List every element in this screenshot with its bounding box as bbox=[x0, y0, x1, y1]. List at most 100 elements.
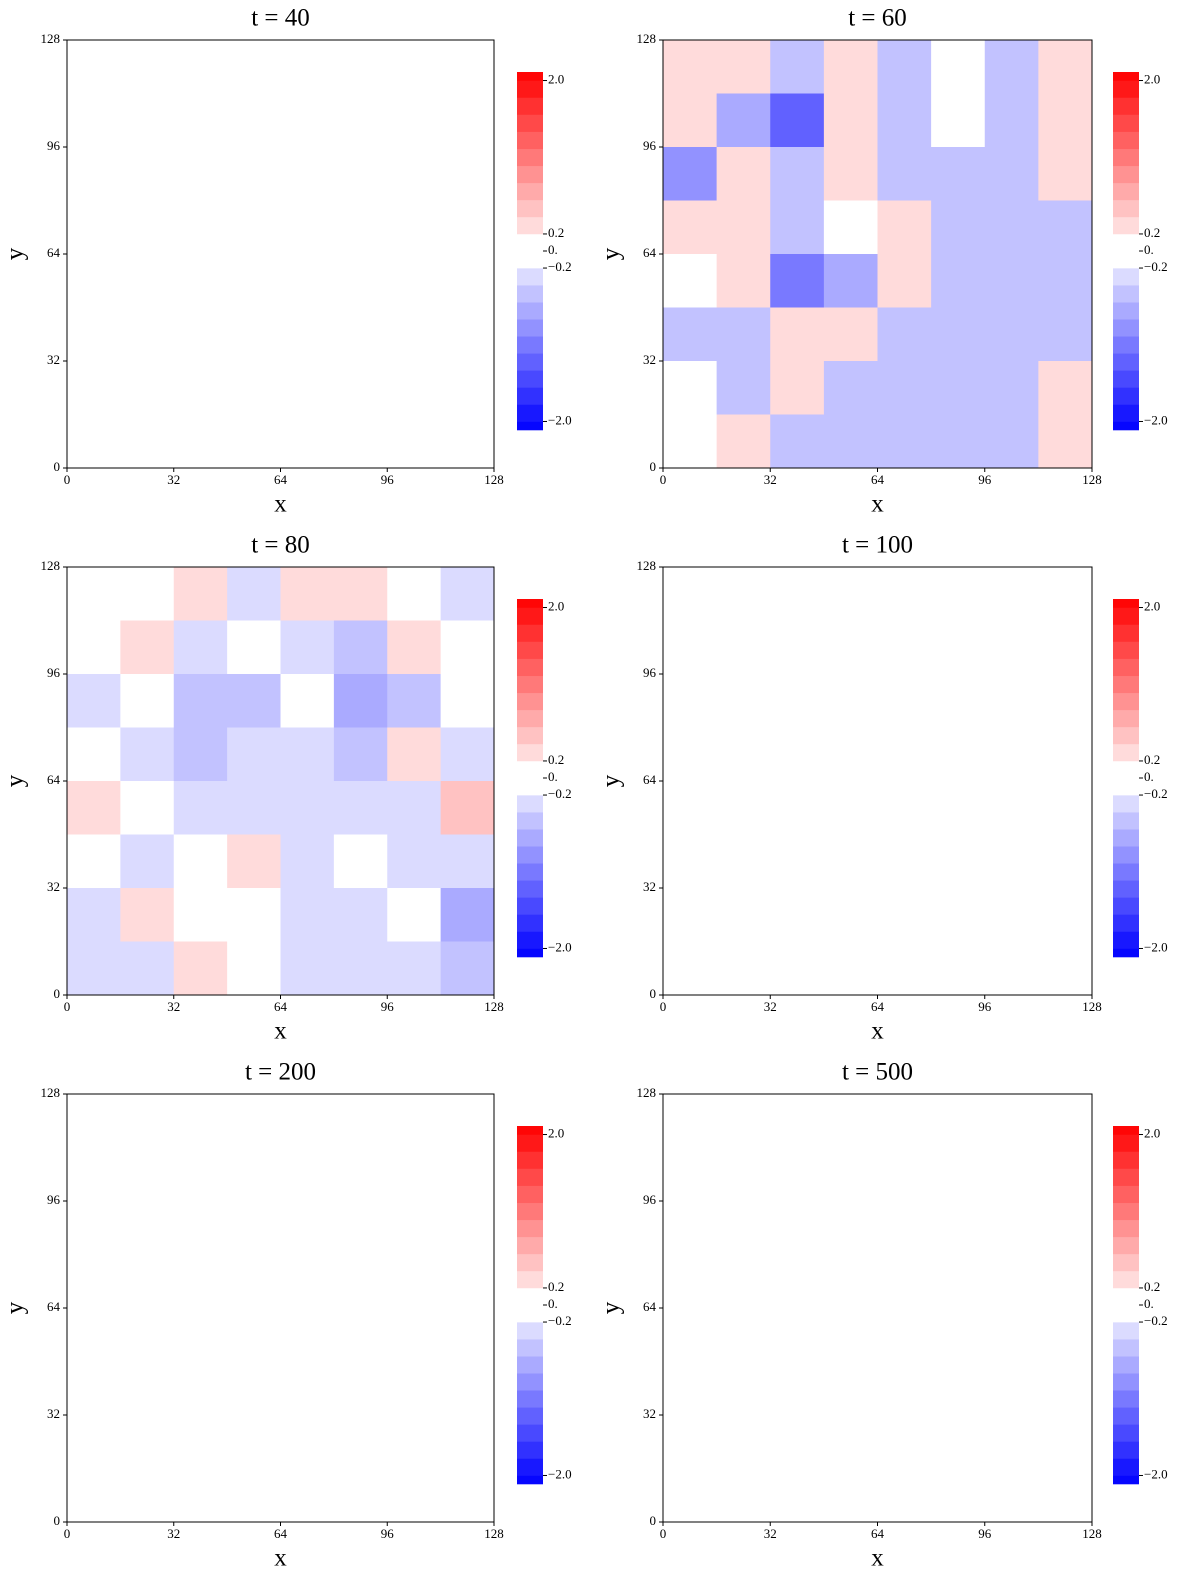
y-axis-label: y bbox=[2, 1301, 29, 1314]
colorbar-band bbox=[517, 97, 543, 115]
x-tick-label: 96 bbox=[978, 1526, 992, 1541]
heatmap-cell bbox=[333, 781, 388, 835]
heatmap-cell bbox=[770, 254, 825, 308]
heatmap-cell bbox=[387, 834, 442, 889]
colorbar-band bbox=[517, 1441, 543, 1459]
x-axis-label: x bbox=[274, 491, 287, 518]
colorbar-tick-label: 0.2 bbox=[1144, 752, 1160, 767]
colorbar-band bbox=[517, 624, 543, 642]
colorbar-band bbox=[517, 1287, 543, 1323]
heatmap-cell bbox=[387, 888, 442, 942]
y-tick-label: 32 bbox=[643, 352, 656, 367]
heatmap-cell bbox=[1038, 40, 1093, 94]
colorbar-band bbox=[517, 914, 543, 932]
colorbar-band bbox=[517, 1126, 543, 1135]
colorbar-band bbox=[517, 726, 543, 745]
panel-title: t = 40 bbox=[251, 5, 310, 32]
colorbar-band bbox=[517, 182, 543, 201]
heatmap-cell bbox=[120, 781, 175, 835]
heatmap-cell bbox=[333, 727, 388, 782]
colorbar-tick-label: −2.0 bbox=[1144, 939, 1168, 954]
heatmap-cell bbox=[120, 674, 175, 728]
x-axis-label: x bbox=[871, 491, 884, 518]
colorbar-band bbox=[517, 1236, 543, 1255]
colorbar-band bbox=[517, 1168, 543, 1186]
heatmap-cell bbox=[663, 361, 718, 415]
heatmap-cell bbox=[333, 888, 388, 942]
colorbar-band bbox=[517, 1134, 543, 1152]
colorbar-band bbox=[517, 948, 543, 958]
colorbar-band bbox=[517, 931, 543, 949]
heatmap-cell bbox=[931, 147, 986, 201]
heatmap-cell bbox=[67, 834, 121, 889]
colorbar-band bbox=[1113, 914, 1139, 932]
colorbar-band bbox=[1113, 607, 1139, 625]
colorbar-band bbox=[1113, 421, 1139, 431]
colorbar-band bbox=[1113, 846, 1139, 864]
heatmap-cell bbox=[716, 93, 771, 148]
colorbar-band bbox=[1113, 353, 1139, 371]
colorbar-band bbox=[1113, 897, 1139, 915]
y-tick-label: 96 bbox=[643, 665, 657, 680]
x-tick-label: 128 bbox=[484, 472, 504, 487]
heatmap-cell bbox=[67, 727, 121, 782]
colorbar-band bbox=[1113, 1126, 1139, 1135]
heatmap-cell bbox=[984, 93, 1039, 148]
heatmap-cell bbox=[1038, 307, 1093, 362]
x-tick-label: 32 bbox=[764, 472, 777, 487]
colorbar-band bbox=[1113, 233, 1139, 269]
heatmap-cell bbox=[984, 40, 1039, 94]
panel: t = 60 x y 0 32 64 96 128 0 32 64 96 128 2.0 0.2 0. −0.2… bbox=[598, 5, 1168, 518]
heatmap-cell bbox=[1038, 254, 1093, 308]
x-tick-label: 64 bbox=[871, 472, 885, 487]
x-tick-label: 32 bbox=[764, 999, 777, 1014]
colorbar-band bbox=[1113, 1407, 1139, 1425]
heatmap-cell bbox=[280, 674, 335, 728]
heatmap-cell bbox=[120, 888, 175, 942]
heatmap-cell bbox=[1038, 414, 1093, 469]
x-tick-label: 0 bbox=[64, 472, 71, 487]
heatmap-cell bbox=[770, 361, 825, 415]
colorbar-band bbox=[517, 880, 543, 898]
panel: t = 500 x y 0 32 64 96 128 0 32 64 96 128 2.0 0.2 0. −0.… bbox=[598, 1059, 1168, 1572]
heatmap-cell bbox=[823, 147, 878, 201]
x-tick-label: 0 bbox=[660, 999, 667, 1014]
heatmap-cell bbox=[387, 781, 442, 835]
heatmap-cell bbox=[663, 307, 718, 362]
colorbar-band bbox=[1113, 165, 1139, 184]
heatmap-cell bbox=[440, 888, 495, 942]
panel: t = 80 x y 0 32 64 96 128 0 32 64 96 128 2.0 0.2 0. −0.2… bbox=[2, 532, 572, 1045]
heatmap-cell bbox=[333, 941, 388, 996]
heatmap-cell bbox=[67, 941, 121, 996]
panel-title: t = 200 bbox=[245, 1059, 316, 1086]
colorbar-band bbox=[517, 199, 543, 218]
y-tick-label: 96 bbox=[47, 1192, 61, 1207]
y-tick-label: 64 bbox=[643, 772, 657, 787]
y-axis-label: y bbox=[598, 247, 625, 260]
x-tick-label: 0 bbox=[64, 999, 71, 1014]
heatmap-cell bbox=[931, 200, 986, 255]
heatmap-cell bbox=[1038, 93, 1093, 148]
y-tick-label: 96 bbox=[47, 138, 61, 153]
colorbar-band bbox=[517, 709, 543, 728]
y-tick-label: 64 bbox=[47, 1299, 61, 1314]
colorbar-band bbox=[517, 1219, 543, 1238]
colorbar-band bbox=[517, 1185, 543, 1204]
colorbar-band bbox=[517, 268, 543, 286]
colorbar-band bbox=[1113, 80, 1139, 98]
heatmap-cell bbox=[663, 254, 718, 308]
colorbar-band bbox=[517, 233, 543, 269]
heatmap-cell bbox=[120, 620, 175, 675]
colorbar-tick-label: 2.0 bbox=[1144, 1126, 1160, 1141]
heatmap-cell bbox=[333, 567, 388, 621]
x-tick-label: 64 bbox=[871, 1526, 885, 1541]
heatmap-cell bbox=[227, 941, 281, 996]
y-tick-label: 0 bbox=[54, 1513, 61, 1528]
x-tick-label: 64 bbox=[274, 999, 288, 1014]
colorbar-tick-label: 2.0 bbox=[548, 599, 564, 614]
y-tick-label: 0 bbox=[54, 459, 61, 474]
heatmap-cell bbox=[931, 414, 986, 469]
heatmap-cell bbox=[663, 200, 718, 255]
x-axis-label: x bbox=[274, 1018, 287, 1045]
